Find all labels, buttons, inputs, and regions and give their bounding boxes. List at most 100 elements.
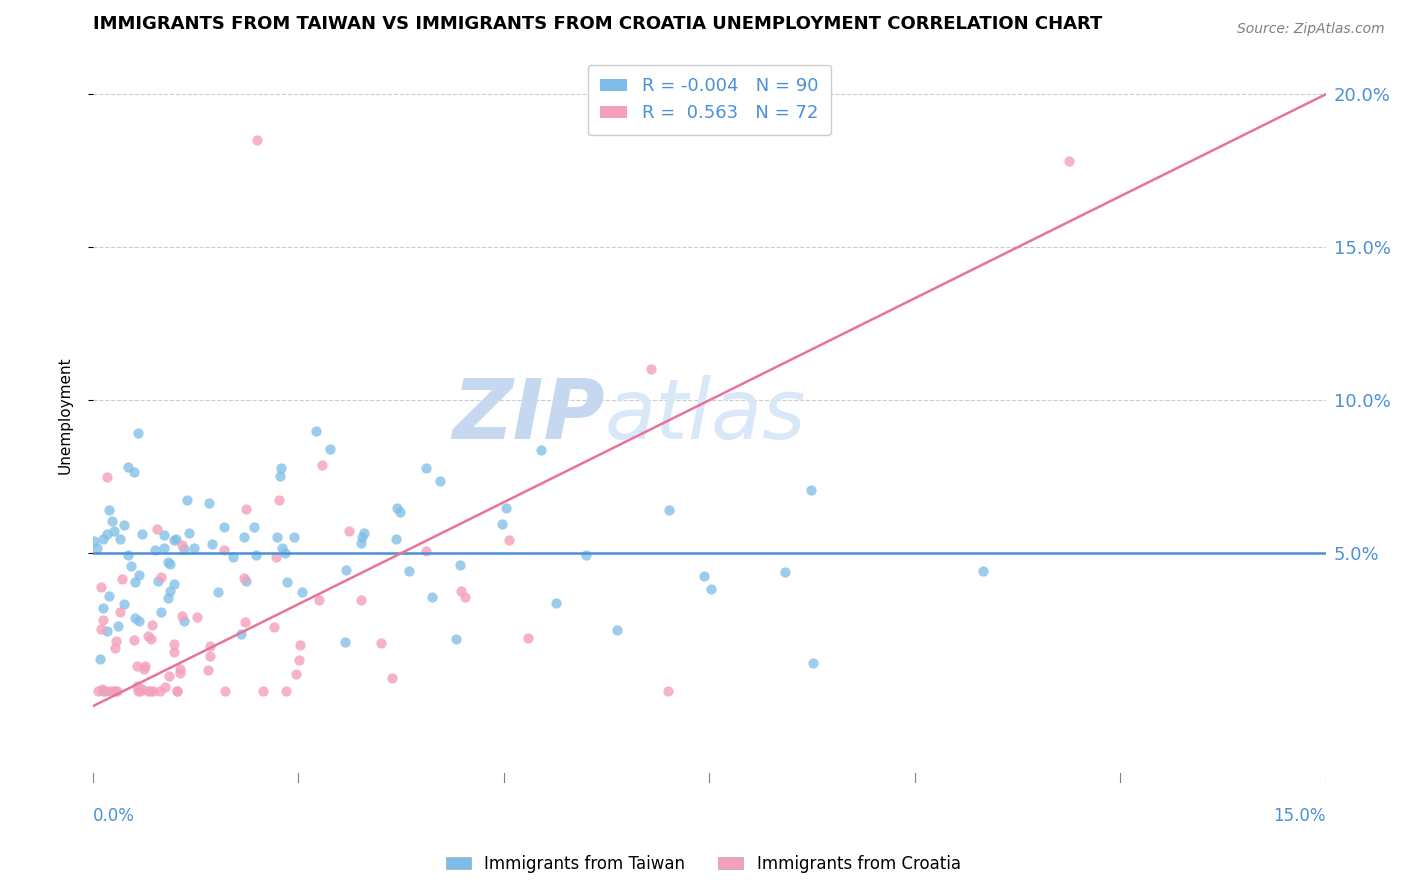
Point [449,558,471,573]
Point [245,548,267,562]
Point [606,624,628,638]
Point [97,503,120,517]
Point [517,631,540,645]
Point [388,505,411,519]
Point [264,549,287,564]
Point [127,425,149,440]
Point [90,682,112,697]
Point [415,460,437,475]
Point [98,683,121,698]
Point [242,520,264,534]
Point [186,610,208,624]
Point [91,613,114,627]
Point [149,605,172,619]
Point [125,658,148,673]
Point [96,624,118,639]
Point [141,617,163,632]
Point [156,555,179,569]
Point [972,564,994,578]
Point [454,591,477,605]
Point [143,542,166,557]
Point [173,542,195,557]
Point [157,669,180,683]
Point [141,632,163,647]
Point [163,645,186,659]
Point [138,683,160,698]
Point [163,637,186,651]
Text: Source: ZipAtlas.com: Source: ZipAtlas.com [1237,22,1385,37]
Point [305,424,328,438]
Point [90,580,112,594]
Point [91,683,114,698]
Text: ZIP: ZIP [451,375,605,456]
Point [89,652,111,666]
Point [283,530,305,544]
Point [444,632,467,646]
Point [267,493,290,508]
Point [166,683,188,698]
Point [270,541,292,556]
Point [498,533,520,547]
Point [169,662,191,676]
Point [640,362,662,376]
Point [495,500,517,515]
Point [110,572,132,586]
Point [235,501,257,516]
Point [290,585,312,599]
Point [117,548,139,562]
Point [544,596,567,610]
Point [172,538,194,552]
Y-axis label: Unemployment: Unemployment [58,357,72,475]
Point [575,548,598,562]
Point [136,629,159,643]
Point [491,517,513,532]
Point [333,634,356,648]
Point [263,620,285,634]
Point [800,483,823,498]
Point [290,638,312,652]
Point [222,550,245,565]
Point [149,570,172,584]
Point [775,565,797,579]
Point [159,557,181,571]
Point [700,582,723,596]
Point [120,559,142,574]
Point [83,533,105,548]
Point [214,683,236,698]
Point [233,615,256,630]
Point [693,569,716,583]
Point [91,600,114,615]
Point [197,663,219,677]
Point [658,502,681,516]
Point [169,666,191,681]
Point [96,470,118,484]
Point [86,541,108,555]
Point [179,526,201,541]
Point [232,530,254,544]
Point [124,574,146,589]
Point [319,442,342,457]
Point [801,656,824,670]
Point [398,564,420,578]
Point [112,517,135,532]
Point [207,584,229,599]
Point [370,636,392,650]
Point [108,532,131,546]
Point [198,649,221,664]
Point [125,679,148,693]
Point [214,520,236,534]
Point [274,546,297,560]
Point [381,671,404,685]
Point [266,530,288,544]
Point [163,577,186,591]
Point [201,536,224,550]
Point [337,524,360,539]
Point [350,530,373,544]
Point [235,574,257,588]
Point [134,658,156,673]
Point [429,474,451,488]
Point [450,583,472,598]
Point [198,639,221,653]
Point [385,532,408,546]
Point [142,683,165,698]
